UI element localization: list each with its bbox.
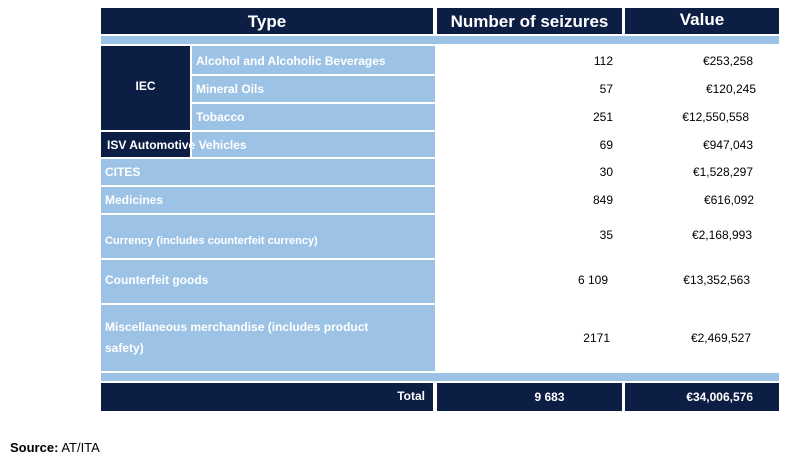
value-cell: €2,469,527 <box>690 331 751 345</box>
divider <box>101 157 435 159</box>
total-value-cell: €34,006,576 <box>625 383 779 411</box>
seizures-cell: 112 <box>593 54 613 68</box>
total-seizures-cell: 9 683 <box>437 383 622 411</box>
row-label-medicines: Medicines <box>105 193 164 207</box>
seizures-cell: 849 <box>592 193 613 207</box>
row-label-misc: Miscellaneous merchandise (includes prod… <box>105 320 369 355</box>
value-cell: €616,092 <box>703 193 754 207</box>
header-value: Value <box>625 8 779 34</box>
divider <box>190 46 192 157</box>
seizures-cell: 69 <box>599 137 613 152</box>
row-label-cites: CITES <box>105 165 141 179</box>
source-text: AT/ITA <box>61 440 100 455</box>
seizures-cell: 6 109 <box>577 272 608 287</box>
row-label-isv: ISV Automotive Vehicles <box>107 137 247 152</box>
divider <box>192 102 435 104</box>
divider <box>192 74 435 76</box>
seizures-cell: 57 <box>599 82 613 96</box>
header-seizures-label: Number of seizures <box>450 12 609 31</box>
row-label-currency: Currency (includes counterfeit currency) <box>105 234 318 247</box>
header-type-label: Type <box>247 12 287 31</box>
value-cell: €947,043 <box>702 137 753 152</box>
divider <box>101 213 435 215</box>
total-label: Total <box>397 388 425 403</box>
seizures-cell: 2171 <box>583 331 610 345</box>
spacer-band-bottom <box>101 373 779 381</box>
value-cell: €13,352,563 <box>683 272 750 287</box>
header-value-label: Value <box>679 10 725 29</box>
isv-group-cell <box>101 132 190 157</box>
row-label-counterfeit: Counterfeit goods <box>105 272 209 287</box>
seizures-cell: 251 <box>592 110 613 124</box>
header-type: Type <box>101 8 433 34</box>
value-cell: €2,168,993 <box>691 227 752 242</box>
seizures-cell: 35 <box>599 227 613 242</box>
value-cell: €253,258 <box>702 54 753 68</box>
value-cell: €12,550,558 <box>682 110 749 124</box>
row-label-alcohol: Alcohol and Alcoholic Beverages <box>196 54 386 68</box>
iec-group-label: IEC <box>135 79 156 93</box>
total-value: €34,006,576 <box>686 390 753 404</box>
row-label-tobacco: Tobacco <box>196 110 245 124</box>
header-seizures: Number of seizures <box>437 8 622 34</box>
total-seizures: 9 683 <box>534 390 565 404</box>
total-label-cell: Total <box>101 383 433 411</box>
row-label-mineral-oils: Mineral Oils <box>196 82 265 96</box>
source-note: Source: AT/ITA <box>10 440 310 456</box>
value-cell: €1,528,297 <box>692 165 753 179</box>
value-cell: €120,245 <box>705 82 756 96</box>
divider <box>101 258 435 260</box>
divider <box>101 185 435 187</box>
divider <box>101 303 435 305</box>
iec-group-cell: IEC <box>101 46 190 130</box>
source-label: Source: <box>10 440 59 455</box>
divider <box>101 130 435 132</box>
spacer-band-top <box>101 36 779 44</box>
seizures-cell: 30 <box>599 165 613 179</box>
